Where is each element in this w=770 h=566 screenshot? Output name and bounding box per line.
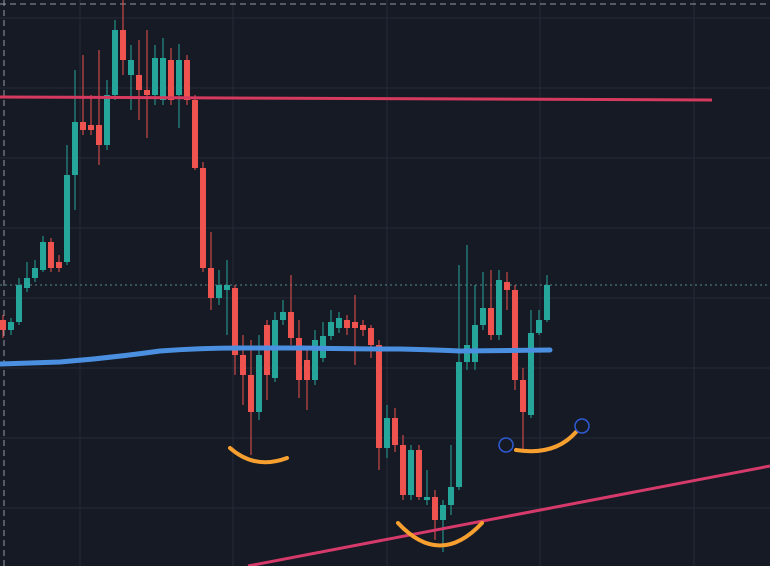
- candle-body: [104, 95, 110, 145]
- candle-body: [504, 282, 510, 290]
- orange-curve: [396, 521, 484, 548]
- candle-body: [328, 322, 334, 336]
- candle-body: [496, 280, 502, 335]
- anchor-point: [498, 437, 514, 453]
- candle-body: [8, 322, 14, 330]
- candle-body: [40, 242, 46, 270]
- candle-body: [88, 125, 94, 130]
- candle-body: [416, 450, 422, 497]
- candle-body: [360, 325, 366, 330]
- candle-body: [368, 328, 374, 345]
- candle-body: [424, 497, 430, 500]
- candle-body: [336, 318, 342, 328]
- candle-body: [168, 60, 174, 100]
- candle-body: [288, 312, 294, 338]
- candle-body: [48, 242, 54, 268]
- candles: [0, 0, 550, 552]
- candle-body: [176, 60, 182, 95]
- candle-body: [160, 58, 166, 100]
- candle-body: [464, 345, 470, 362]
- candle-body: [56, 262, 62, 268]
- candle-body: [184, 60, 190, 100]
- candle-body: [296, 338, 302, 380]
- candle-body: [376, 345, 382, 448]
- candle-body: [96, 125, 102, 145]
- candle-body: [472, 325, 478, 362]
- candle-body: [408, 450, 414, 495]
- orange-curve: [514, 430, 578, 454]
- candle-body: [344, 320, 350, 328]
- candle-body: [120, 30, 126, 60]
- candle-body: [200, 168, 206, 268]
- candle-body: [456, 362, 462, 487]
- candle-body: [216, 285, 222, 298]
- candle-body: [544, 285, 550, 320]
- candle-body: [528, 333, 534, 415]
- candle-body: [384, 418, 390, 448]
- trend-line: [247, 464, 770, 566]
- candle-body: [432, 497, 438, 520]
- candle-body: [144, 90, 150, 95]
- resistance-line: [0, 95, 713, 102]
- candle-body: [64, 175, 70, 262]
- candle-body: [72, 122, 78, 175]
- annotations: [228, 430, 578, 548]
- candle-body: [520, 380, 526, 412]
- candle-body: [248, 375, 254, 412]
- candle-body: [232, 288, 238, 355]
- candle-body: [280, 312, 286, 320]
- candle-body: [304, 360, 310, 380]
- candle-body: [352, 322, 358, 328]
- candle-body: [312, 340, 318, 380]
- candle-body: [80, 122, 86, 130]
- candle-body: [240, 355, 246, 375]
- candle-body: [136, 75, 142, 90]
- candle-body: [152, 58, 158, 95]
- candle-body: [24, 278, 30, 288]
- candle-body: [512, 290, 518, 380]
- candle-body: [440, 505, 446, 520]
- candle-body: [536, 320, 542, 333]
- moving-average: [0, 345, 553, 367]
- anchor-point: [574, 418, 590, 434]
- candle-body: [128, 60, 134, 75]
- candle-body: [112, 30, 118, 95]
- orange-curve: [228, 446, 289, 465]
- candle-body: [208, 268, 214, 298]
- candle-body: [0, 320, 6, 330]
- candle-body: [392, 418, 398, 445]
- candle-body: [16, 285, 22, 322]
- candle-body: [192, 100, 198, 168]
- candle-body: [32, 268, 38, 278]
- candle-body: [488, 308, 494, 335]
- candle-body: [256, 355, 262, 412]
- candle-body: [448, 487, 454, 505]
- candle-body: [480, 308, 486, 325]
- candle-body: [224, 285, 230, 290]
- candle-body: [400, 445, 406, 495]
